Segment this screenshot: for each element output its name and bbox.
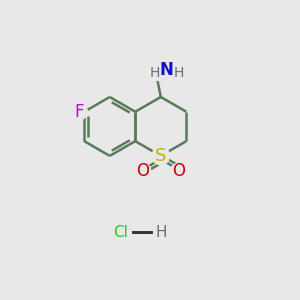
Text: Cl: Cl [113, 225, 128, 240]
Text: H: H [173, 66, 184, 80]
Circle shape [152, 147, 170, 165]
Text: H: H [155, 225, 167, 240]
Circle shape [171, 163, 187, 179]
Text: F: F [74, 103, 84, 121]
Text: S: S [155, 147, 166, 165]
Circle shape [71, 103, 87, 120]
Text: H: H [150, 66, 160, 80]
Text: N: N [160, 61, 174, 80]
Text: O: O [172, 162, 185, 180]
Circle shape [134, 163, 151, 179]
Text: O: O [136, 162, 149, 180]
